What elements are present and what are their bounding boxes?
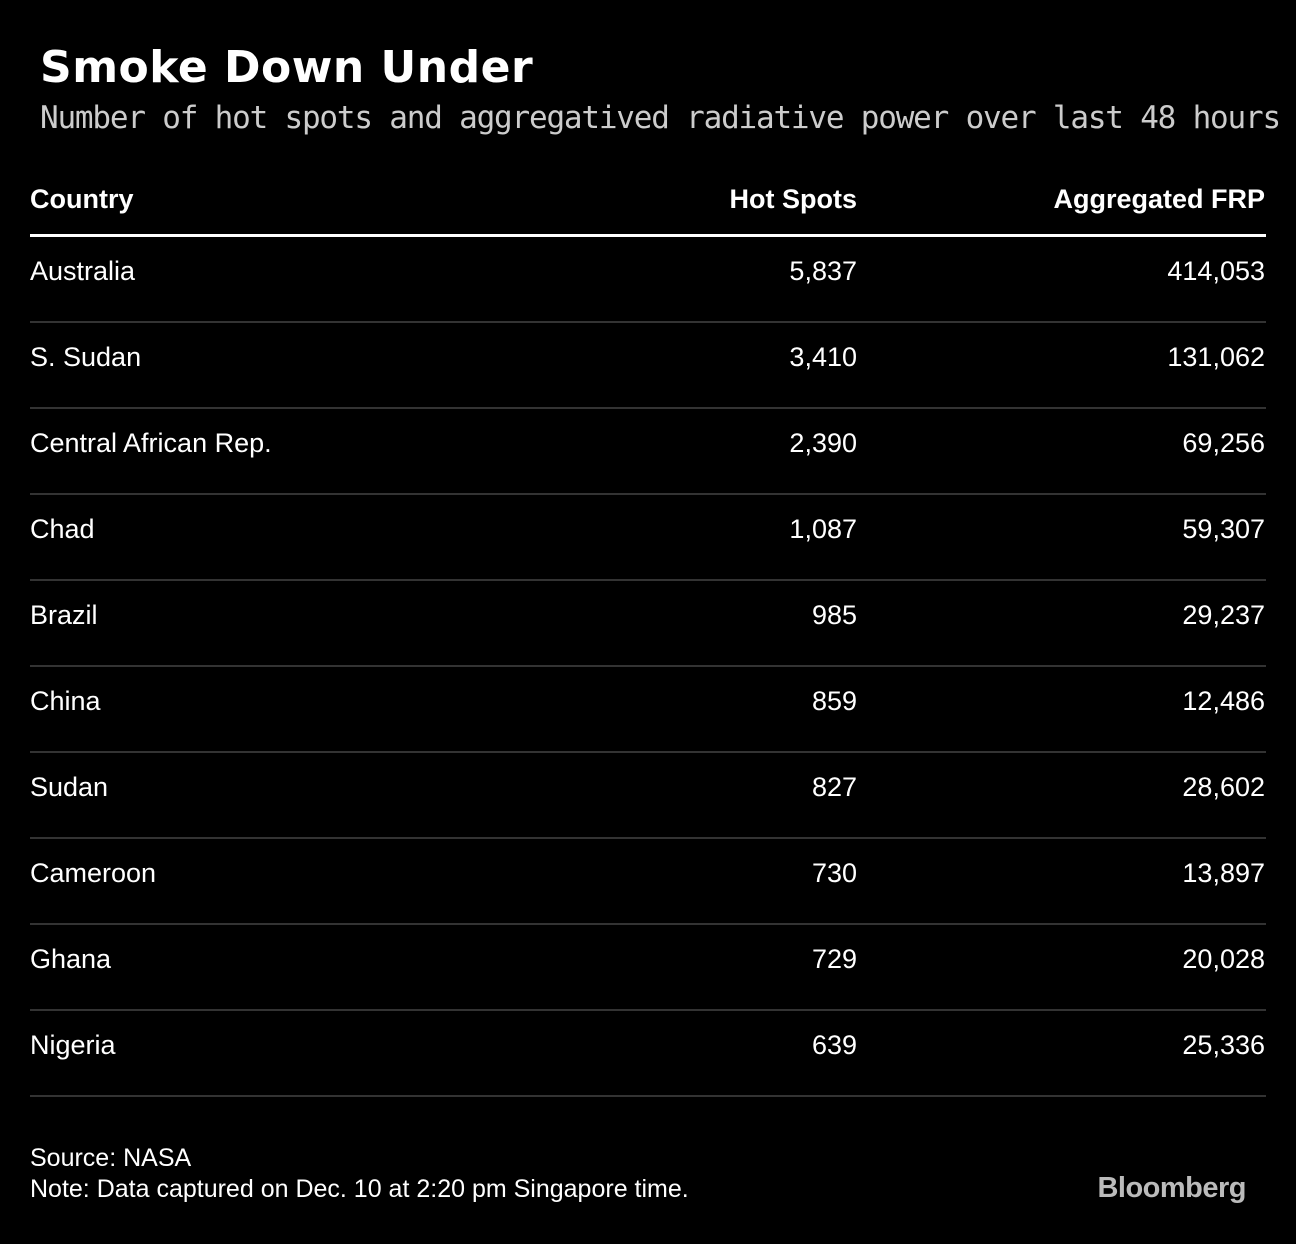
row-divider — [30, 665, 1266, 667]
cell: 985 — [811, 600, 857, 630]
row-label: Cameroon — [30, 858, 157, 888]
row-divider — [30, 923, 1266, 925]
cell: 639 — [811, 1030, 857, 1060]
row-label: Central African Rep. — [30, 428, 272, 458]
column-header: Hot Spots — [729, 184, 858, 214]
row-divider — [30, 751, 1266, 753]
cell: 20,028 — [1182, 944, 1265, 974]
column-header: Country — [30, 184, 134, 214]
row-divider — [30, 837, 1266, 839]
column-header: Aggregated FRP — [1053, 184, 1265, 214]
cell: 5,837 — [789, 256, 857, 286]
cell: 2,390 — [789, 428, 857, 458]
source: Source: NASA — [30, 1144, 192, 1172]
row-divider — [30, 407, 1266, 409]
cell: 729 — [811, 944, 857, 974]
cell: 13,897 — [1182, 858, 1265, 888]
cell: 827 — [811, 772, 857, 802]
cell: 28,602 — [1182, 772, 1265, 802]
row-label: Ghana — [30, 944, 112, 974]
cell: 25,336 — [1182, 1030, 1265, 1060]
cell: 69,256 — [1182, 428, 1265, 458]
subtitle: Number of hot spots and aggregatived rad… — [40, 100, 1281, 136]
cell: 1,087 — [789, 514, 857, 544]
note: Note: Data captured on Dec. 10 at 2:20 p… — [30, 1175, 689, 1203]
row-divider — [30, 579, 1266, 581]
row-label: China — [30, 686, 101, 716]
row-divider — [30, 493, 1266, 495]
row-label: Nigeria — [30, 1030, 116, 1060]
cell: 29,237 — [1182, 600, 1265, 630]
row-label: Chad — [30, 514, 95, 544]
row-label: Brazil — [30, 600, 98, 630]
cell: 131,062 — [1167, 342, 1265, 372]
cell: 3,410 — [789, 342, 857, 372]
cell: 859 — [811, 686, 857, 716]
row-label: S. Sudan — [30, 342, 142, 372]
row-divider — [30, 1095, 1266, 1097]
row-label: Sudan — [30, 772, 109, 802]
title: Smoke Down Under — [40, 42, 534, 93]
cell: 730 — [811, 858, 857, 888]
cell: 59,307 — [1182, 514, 1265, 544]
cell: 12,486 — [1182, 686, 1265, 716]
row-label: Australia — [30, 256, 136, 286]
row-divider — [30, 321, 1266, 323]
header-rule — [30, 234, 1266, 237]
logo: Bloomberg — [1097, 1172, 1246, 1204]
row-divider — [30, 1009, 1266, 1011]
cell: 414,053 — [1167, 256, 1265, 286]
